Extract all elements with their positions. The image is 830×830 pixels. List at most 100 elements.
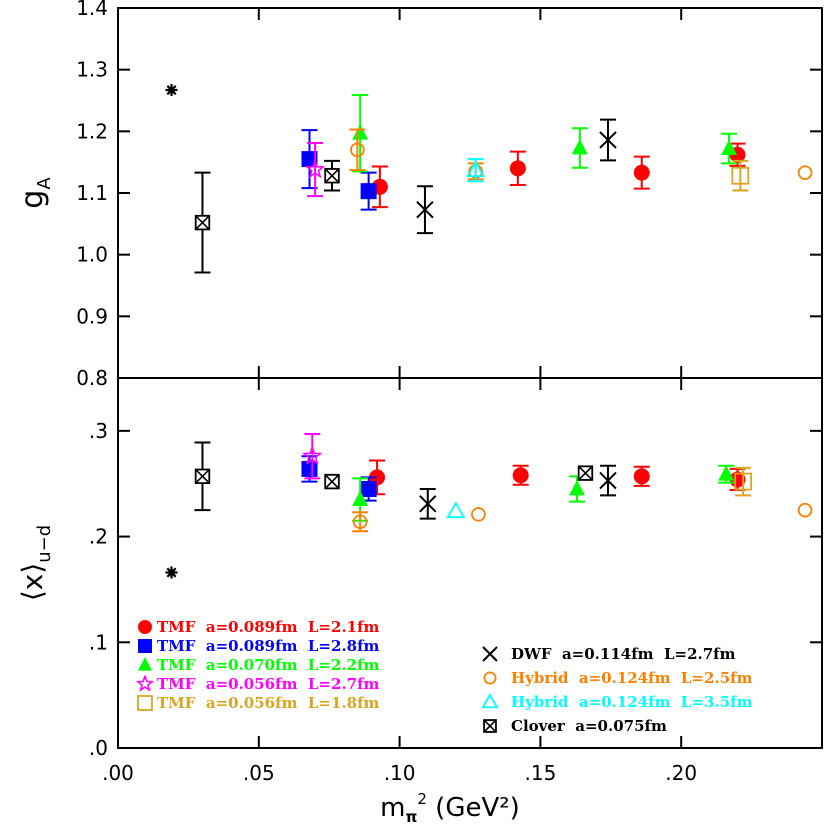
open-circle-marker [471,507,486,522]
data-point-cross [599,471,617,490]
boxed-cross-marker [324,473,340,490]
axis-labels: 0.8 0.9 1.0 1.1 1.2 1.3 1.4 .0 .1 .2 .3 .00 .05 .10 .1… [15,0,697,826]
y-tick-label-top: 1.1 [76,181,108,205]
data-point-cross [416,200,434,219]
legend-label: TMF a=0.089fm L=2.1fm [157,618,380,636]
open-star-marker [302,445,323,465]
x-tick-label: .15 [524,761,556,785]
filled-circle-marker [509,160,526,177]
x-tick-label: .05 [243,761,275,785]
filled-square-marker [138,639,152,653]
legend-label: TMF a=0.056fm L=1.8fm [157,694,380,712]
legend-entry: TMF a=0.056fm L=1.8fm [137,694,380,712]
data-point-open-circle [483,671,497,685]
data-point-open-circle [797,165,813,180]
data-point-open-square [137,695,153,711]
data-point-triangle [571,139,588,155]
y-tick-label-bottom: .2 [89,525,108,549]
data-point-circle [633,468,650,485]
data-point-open-circle [350,142,365,158]
open-square-marker [734,472,753,491]
filled-triangle-marker [352,124,369,140]
data-point-square [360,183,377,200]
filled-square-marker [360,183,377,200]
data-point-box-cross [195,468,210,484]
data-point-box-cross [578,465,593,481]
x-axis-title: mπ2 (GeV²) [380,790,520,826]
data-point-circle [512,467,529,484]
top-y-axis-title: gA [15,177,55,209]
data-point-open-square [734,472,753,491]
bottom-y-axis-title: ⟨x⟩u−d [16,525,55,601]
cross-marker [416,200,434,219]
star-marker [165,84,178,96]
x-tick-label: .10 [384,761,416,785]
data-point-open-circle [352,514,368,530]
data-point-open-triangle [446,501,466,519]
legend-entry: TMF a=0.089fm L=2.1fm [138,618,380,636]
filled-triangle-marker [138,657,152,671]
cross-marker [482,646,498,662]
filled-square-marker [301,151,318,168]
data-point-open-circle [471,507,486,522]
error-bar [732,159,749,192]
legend-entry: Clover a=0.075fm [483,717,667,735]
error-bar [735,466,752,497]
y-tick-label-top: 1.4 [76,0,108,20]
open-triangle-marker [466,160,486,178]
error-bar [307,142,324,198]
data-point-triangle [721,139,738,155]
data-point-star [304,158,326,179]
error-bar [349,128,366,172]
data-point-star [302,445,323,465]
legend-entry: TMF a=0.089fm L=2.8fm [138,637,380,655]
data-point-square [138,639,152,653]
y-tick-label-top: 0.8 [76,366,108,390]
filled-triangle-marker [718,465,735,481]
boxed-cross-marker [577,465,594,481]
data-point-circle [633,164,650,181]
y-tick-label-bottom: .3 [89,419,108,443]
data-point-star [135,674,155,692]
data-point-square [301,151,318,168]
cross-marker [599,131,617,149]
data-point-open-square [731,166,750,185]
filled-triangle-marker [569,480,586,496]
data-point-square [301,460,318,477]
cross-marker [599,471,617,490]
data-point-open-circle [797,502,813,518]
y-tick-label-top: 1.2 [76,119,108,143]
y-tick-label-top: 0.9 [76,304,108,328]
data-point-circle [138,620,152,634]
data-point-box-cross [195,215,210,230]
data-point-triangle [718,465,735,481]
legend-entry: TMF a=0.056fm L=2.7fm [135,674,380,693]
open-square-marker [137,695,153,711]
top-panel-points [165,84,813,274]
data-point-box-cross [324,168,340,184]
data-point-box-cross [483,719,497,733]
bottom-panel-frame [117,377,823,749]
y-tick-label-top: 1.0 [76,243,108,267]
boxed-cross-marker [194,468,211,485]
experiment-star [165,566,178,579]
experiment-star [165,84,178,96]
data-point-triangle [352,490,369,506]
y-tick-label-bottom: .1 [89,630,108,654]
open-triangle-marker [446,501,466,519]
y-tick-label-top: 1.3 [76,58,108,82]
data-point-triangle [569,480,586,496]
data-point-cross [482,646,498,662]
star-marker [165,566,178,579]
data-point-open-triangle [481,693,499,709]
y-tick-label-bottom: .0 [89,736,108,760]
open-circle-marker [350,142,365,158]
open-square-marker [731,166,750,185]
boxed-cross-marker [324,168,340,184]
filled-triangle-marker [721,139,738,155]
data-point-triangle [138,657,152,671]
legend-label: TMF a=0.070fm L=2.2fm [157,656,380,674]
filled-square-marker [301,460,318,477]
